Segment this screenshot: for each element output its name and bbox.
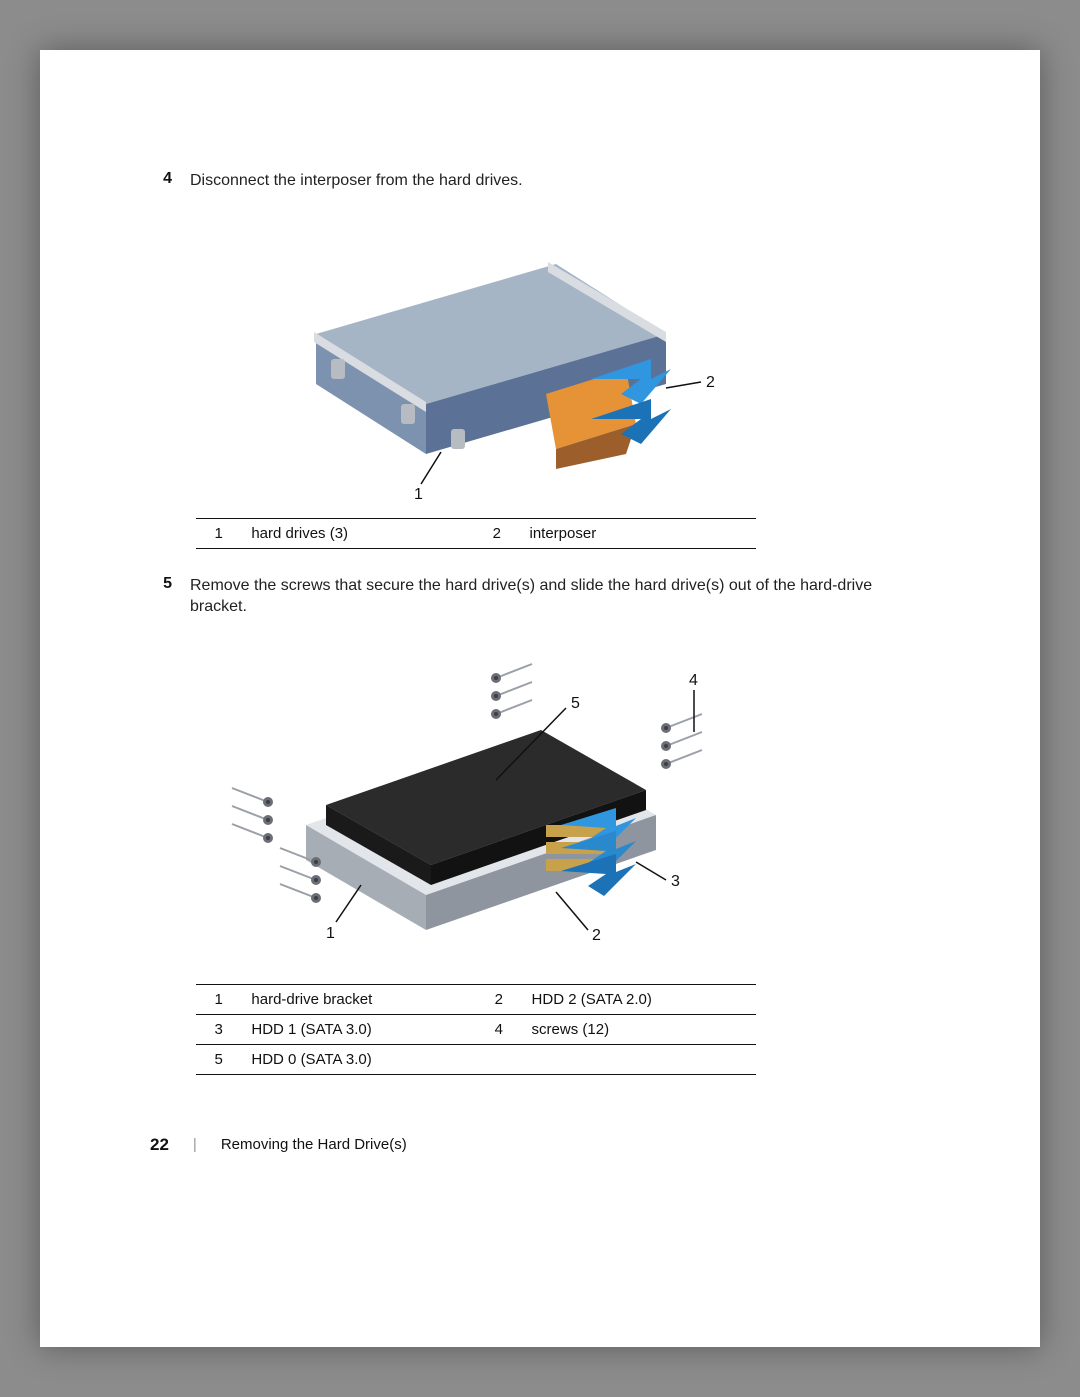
figure-interposer-svg: 1 2 [196,204,756,504]
step-5: 5 Remove the screws that secure the hard… [150,575,880,618]
legend-label: screws (12) [522,1014,756,1044]
figure-bracket-svg: 5 4 3 2 1 [196,630,756,970]
step-number: 5 [150,575,172,618]
callout-label: 4 [689,672,698,689]
legend-label: HDD 0 (SATA 3.0) [241,1044,476,1074]
step-text: Remove the screws that secure the hard d… [190,575,880,618]
callout-label: 2 [592,927,601,944]
callout-label: 1 [414,486,423,503]
callout-label: 5 [571,695,580,712]
step-text: Disconnect the interposer from the hard … [190,170,880,192]
table-row: 5 HDD 0 (SATA 3.0) [196,1044,756,1074]
legend-table-1: 1 hard drives (3) 2 interposer [196,518,756,549]
page-footer: 22 | Removing the Hard Drive(s) [150,1135,880,1155]
legend-num: 1 [196,984,241,1014]
legend-num: 4 [476,1014,521,1044]
legend-label: HDD 2 (SATA 2.0) [522,984,756,1014]
legend-num: 1 [196,518,241,548]
footer-divider: | [193,1136,197,1153]
legend-num: 5 [196,1044,241,1074]
legend-label: HDD 1 (SATA 3.0) [241,1014,476,1044]
legend-label: interposer [520,518,757,548]
legend-table-2: 1 hard-drive bracket 2 HDD 2 (SATA 2.0) … [196,984,756,1075]
legend-num: 2 [476,984,521,1014]
callout-label: 2 [706,374,715,391]
footer-title: Removing the Hard Drive(s) [221,1136,407,1153]
legend-label: hard-drive bracket [241,984,476,1014]
table-row: 1 hard drives (3) 2 interposer [196,518,756,548]
step-number: 4 [150,170,172,192]
legend-label: hard drives (3) [241,518,474,548]
table-row: 1 hard-drive bracket 2 HDD 2 (SATA 2.0) [196,984,756,1014]
document-page: 4 Disconnect the interposer from the har… [40,50,1040,1347]
legend-num: 2 [474,518,519,548]
page-number: 22 [150,1135,169,1155]
figure-interposer: 1 2 [196,204,880,504]
callout-label: 1 [326,925,335,942]
step-4: 4 Disconnect the interposer from the har… [150,170,880,192]
figure-bracket: 5 4 3 2 1 [196,630,880,970]
callout-label: 3 [671,873,680,890]
legend-num: 3 [196,1014,241,1044]
table-row: 3 HDD 1 (SATA 3.0) 4 screws (12) [196,1014,756,1044]
